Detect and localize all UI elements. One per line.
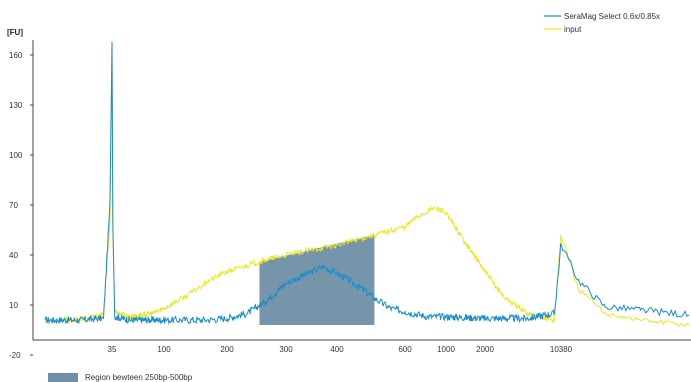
region-legend-label: Region bewteen 250bp-500bp	[85, 373, 193, 382]
legend-label: SeraMag Select 0.6x/0.85x	[564, 12, 660, 21]
y-tick-label: 40	[9, 251, 18, 260]
y-tick-label: 10	[9, 301, 18, 310]
x-tick-label: 600	[398, 345, 412, 354]
x-tick-labels: 35 100 200 300 400 600 1000 2000 10380	[108, 345, 573, 354]
region-legend-swatch	[48, 373, 78, 382]
region-legend: Region bewteen 250bp-500bp	[48, 373, 193, 382]
x-tick-label: 100	[157, 345, 171, 354]
x-tick-label: 2000	[476, 345, 494, 354]
x-tick-label: 1000	[437, 345, 455, 354]
y-tick-label: -20	[9, 351, 21, 360]
y-tick-label: 100	[9, 151, 23, 160]
x-tick-label: 400	[330, 345, 344, 354]
y-tick-label: 70	[9, 201, 18, 210]
y-tick-label: 130	[9, 101, 23, 110]
y-axis: [FU]	[7, 28, 34, 340]
legend-label: input	[564, 25, 582, 34]
y-tick-label: 160	[9, 51, 23, 60]
x-tick-label: 200	[220, 345, 234, 354]
region-250-500bp-shading	[259, 235, 375, 325]
series-line-seramag	[44, 41, 690, 326]
series-lines	[44, 41, 690, 328]
x-tick-label: 35	[108, 345, 117, 354]
y-tick-labels: 160 130 100 70 40 10 -20	[9, 51, 33, 360]
x-tick-label: 300	[279, 345, 293, 354]
y-axis-label: [FU]	[7, 28, 23, 37]
size-region	[259, 235, 375, 325]
series-line-input	[44, 46, 690, 328]
x-tick-label: 10380	[550, 345, 573, 354]
legend: SeraMag Select 0.6x/0.85x input	[544, 12, 660, 34]
